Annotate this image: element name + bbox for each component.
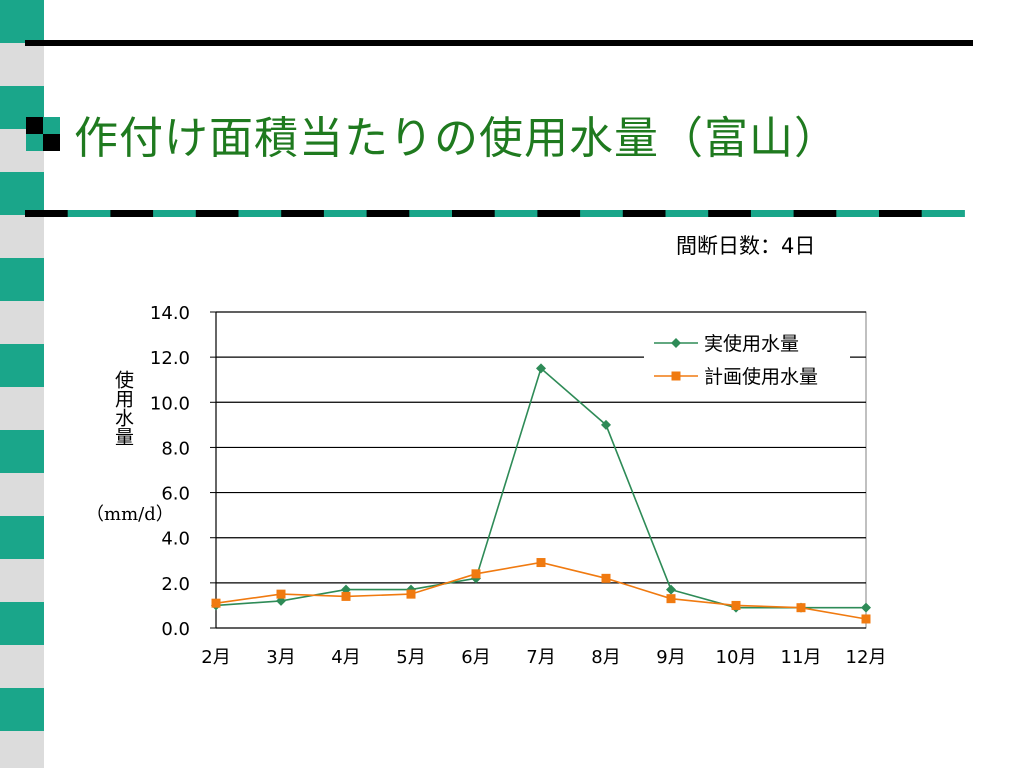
y-axis-unit: （mm/d） <box>86 504 174 525</box>
top-divider <box>25 40 973 46</box>
data-point <box>536 363 546 374</box>
data-point <box>341 591 351 601</box>
x-tick-label: 7月 <box>526 647 555 668</box>
data-point <box>471 569 481 579</box>
y-tick-label: 2.0 <box>161 574 190 595</box>
x-tick-label: 3月 <box>266 647 295 668</box>
x-tick-label: 8月 <box>591 647 620 668</box>
legend-label: 実使用水量 <box>704 333 799 355</box>
data-point <box>861 614 871 624</box>
y-tick-label: 0.0 <box>161 619 190 640</box>
x-tick-label: 6月 <box>461 647 490 668</box>
x-tick-label: 9月 <box>656 647 685 668</box>
line-chart: 0.0 2.0 4.0 6.0 8.0 10.0 12.0 14.0 2月 3月 4月 5月 6月 7月 8… <box>150 303 887 668</box>
data-point <box>601 573 611 583</box>
data-point <box>861 602 871 613</box>
y-tick-label: 14.0 <box>150 303 190 324</box>
data-point <box>276 589 286 599</box>
legend-swatch-marker <box>671 338 681 348</box>
interval-days-note: 間断日数：4日 <box>676 234 816 258</box>
x-tick-label: 11月 <box>781 647 822 668</box>
title-row: 作付け面積当たりの使用水量（富山） <box>26 104 839 164</box>
legend-label: 計画使用水量 <box>704 366 818 388</box>
x-tick-label: 10月 <box>716 647 757 668</box>
data-point <box>666 594 676 604</box>
y-axis-label: 使用水量 <box>112 370 134 446</box>
y-tick-label: 4.0 <box>161 529 190 550</box>
data-point <box>601 419 611 430</box>
title-bullet-icon <box>26 117 60 151</box>
x-tick-label: 4月 <box>331 647 360 668</box>
data-point <box>731 600 741 610</box>
legend-swatch-marker <box>671 371 681 381</box>
x-tick-label: 2月 <box>201 647 230 668</box>
mid-divider <box>25 210 965 217</box>
data-point <box>666 584 676 595</box>
data-point <box>211 598 221 608</box>
data-point <box>796 603 806 613</box>
data-point <box>406 589 416 599</box>
x-tick-label: 12月 <box>846 647 887 668</box>
slide-title: 作付け面積当たりの使用水量（富山） <box>74 113 839 164</box>
y-tick-label: 8.0 <box>161 438 190 459</box>
x-tick-label: 5月 <box>396 647 425 668</box>
y-tick-label: 10.0 <box>150 393 190 414</box>
y-tick-label: 6.0 <box>161 484 190 505</box>
data-point <box>536 558 546 568</box>
y-tick-label: 12.0 <box>150 348 190 369</box>
